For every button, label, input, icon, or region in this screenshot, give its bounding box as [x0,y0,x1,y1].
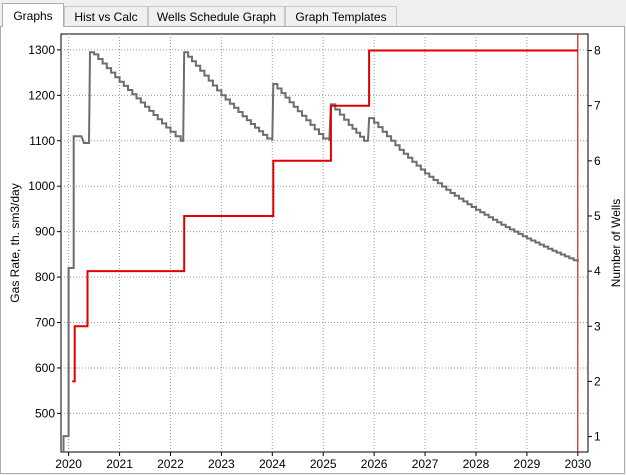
y-tick-label: 500 [35,406,55,420]
plot-area [60,33,589,453]
y-tick-label: 600 [35,361,55,375]
y-tick-label: 900 [35,225,55,239]
x-axis-ticks: 2020 2021 2022 2023 2024 2025 2026 2027 2028 2029… [55,452,591,471]
y-axis-ticks: 500 600 700 800 900 1000 1100 1200 1300 [28,43,61,420]
y2-axis-ticks: 1 2 3 4 5 6 7 8 [588,44,601,444]
y2-tick-label: 5 [594,209,601,223]
y2-tick-label: 3 [594,319,601,333]
y-tick-label: 1100 [29,134,55,148]
x-tick-label: 2026 [361,457,388,471]
y2-tick-label: 4 [594,264,601,278]
x-tick-label: 2025 [310,457,337,471]
y-tick-label: 700 [35,316,55,330]
series-group [62,34,579,452]
x-tick-label: 2029 [514,457,541,471]
tab-graphs[interactable]: Graphs [2,3,64,27]
x-tick-label: 2027 [412,457,439,471]
x-tick-label: 2030 [564,457,591,471]
x-tick-label: 2028 [463,457,490,471]
tab-bar: Graphs Hist vs Calc Wells Schedule Graph… [0,0,626,27]
x-tick-label: 2024 [259,457,286,471]
y-axis-label: Gas Rate, th. sm3/day [8,183,22,302]
tab-graph-templates[interactable]: Graph Templates [285,6,397,26]
tab-hist-vs-calc[interactable]: Hist vs Calc [64,6,148,26]
gas-rate-series-line [62,51,579,452]
x-tick-label: 2021 [106,457,133,471]
y2-tick-label: 2 [594,374,601,388]
x-tick-label: 2020 [55,457,82,471]
y2-axis-label: Number of Wells [609,199,623,287]
y2-tick-label: 7 [594,99,601,113]
y-tick-label: 1000 [28,179,55,193]
y2-tick-label: 6 [594,154,601,168]
x-tick-label: 2023 [208,457,235,471]
y-tick-label: 1200 [28,88,55,102]
y-tick-label: 800 [35,270,55,284]
x-tick-label: 2022 [157,457,184,471]
tab-wells-schedule-graph[interactable]: Wells Schedule Graph [148,6,285,26]
y-tick-label: 1300 [28,43,55,57]
y2-tick-label: 1 [594,430,601,444]
y2-tick-label: 8 [594,44,601,58]
wells-count-series-line [72,49,578,383]
